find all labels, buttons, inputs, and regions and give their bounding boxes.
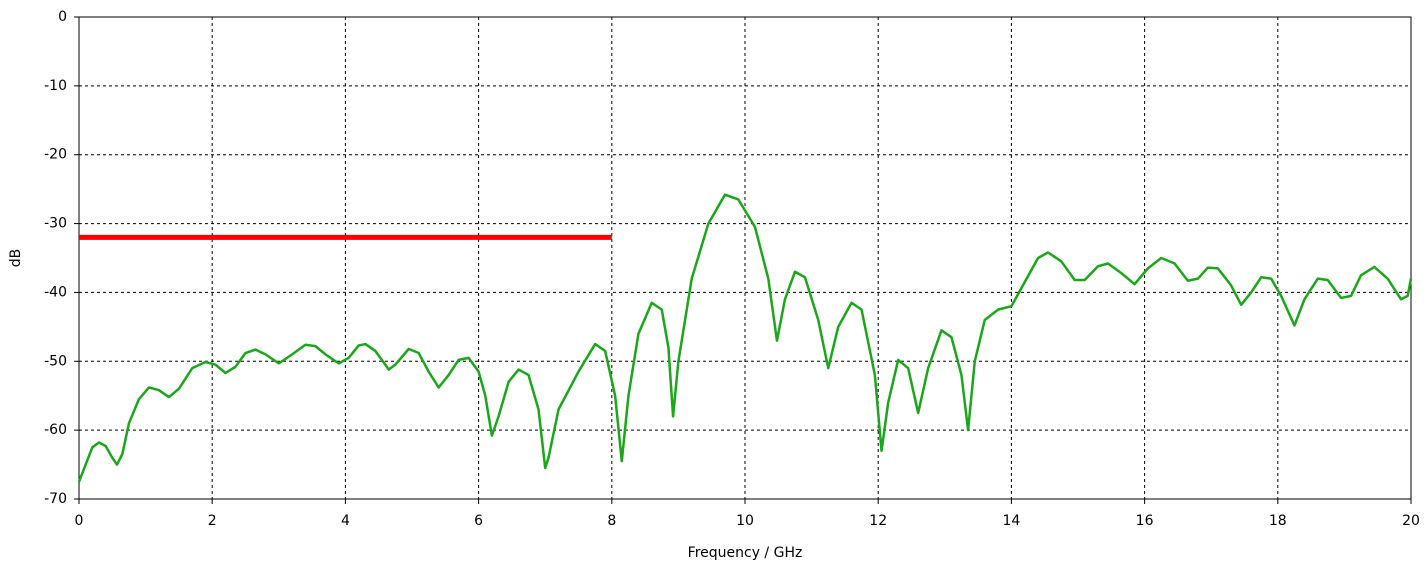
x-tick-label: 20	[1402, 513, 1420, 529]
x-tick-label: 12	[869, 513, 887, 529]
y-tick-label: -50	[44, 353, 67, 369]
y-axis-label: dB	[8, 249, 24, 268]
x-tick-label: 18	[1269, 513, 1287, 529]
y-tick-label: -30	[44, 216, 67, 232]
x-tick-label: 4	[341, 513, 350, 529]
y-tick-label: -70	[44, 491, 67, 507]
y-tick-label: -10	[44, 78, 67, 94]
x-tick-label: 8	[607, 513, 616, 529]
x-axis-label: Frequency / GHz	[688, 545, 803, 561]
x-tick-label: 16	[1136, 513, 1154, 529]
x-tick-label: 0	[75, 513, 84, 529]
series-line	[77, 193, 1413, 483]
y-tick-label: 0	[58, 9, 67, 25]
y-tick-label: -60	[44, 422, 67, 438]
x-tick-label: 2	[208, 513, 217, 529]
plot-frame	[78, 16, 1412, 500]
x-tick-label: 14	[1002, 513, 1020, 529]
y-tick-label: -40	[44, 284, 67, 300]
y-tick-label: -20	[44, 147, 67, 163]
x-tick-label: 10	[736, 513, 754, 529]
x-tick-label: 6	[474, 513, 483, 529]
